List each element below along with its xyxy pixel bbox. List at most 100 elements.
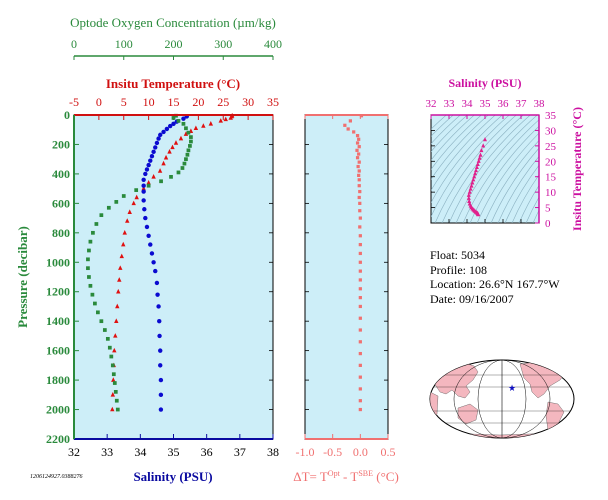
delta-t-point (358, 351, 362, 356)
ts-salinity-tick-label: 33 (444, 98, 456, 110)
isopycnal-line (431, 115, 510, 218)
temperature-point (167, 149, 172, 154)
temperature-point (163, 154, 169, 160)
temperature-tick-label: 35 (267, 95, 279, 109)
temperature-point (134, 194, 139, 200)
temperature-point (113, 333, 118, 338)
isopycnal-line (511, 174, 539, 223)
ts-point (476, 212, 481, 217)
isopycnal-line (525, 196, 539, 223)
temperature-tick-label: 15 (168, 95, 180, 109)
oxygen-point (102, 328, 107, 332)
temperature-point (121, 241, 126, 247)
oxygen-point (112, 381, 117, 385)
float-id: Float: 5034 (430, 248, 486, 262)
delta-t-axes: -1.0 -0.5 0.0 0.5 (296, 114, 396, 459)
delta-t-point (358, 287, 362, 291)
isopycnal-line (483, 139, 539, 223)
isopycnal-line (532, 209, 539, 223)
salinity-point (167, 123, 173, 129)
salinity-point (141, 183, 146, 188)
main-plot-area (73, 114, 274, 440)
map-meridian (453, 360, 551, 438)
temperature-point (114, 318, 119, 323)
float-location-marker: ★ (508, 384, 516, 394)
delta-t-point (358, 375, 362, 379)
oxygen-point (88, 239, 93, 244)
delta-t-point (358, 209, 362, 213)
delta-t-point (356, 164, 360, 169)
delta-t-tick-label: 0.0 (353, 445, 368, 459)
isopycnal-line (490, 147, 539, 223)
delta-t-tick-label: 0.5 (381, 445, 396, 459)
ts-data-marks (466, 137, 487, 217)
delta-t-point (355, 141, 360, 145)
pressure-tick-label: 200 (52, 137, 70, 151)
temperature-point (112, 347, 117, 353)
oxygen-point (189, 135, 193, 139)
ts-point (471, 177, 476, 182)
pressure-axis-title: Pressure (decibar) (15, 226, 30, 328)
salinity-tick-label: 37 (234, 445, 246, 459)
salinity-point (143, 171, 148, 177)
ts-salinity-tick-label: 36 (498, 98, 510, 110)
oxygen-point (88, 283, 93, 288)
delta-t-point (355, 148, 359, 152)
pressure-tick-label: 800 (52, 226, 70, 240)
ts-temperature-tick-label: 25 (545, 141, 557, 153)
ts-salinity-axis-title: Salinity (PSU) (448, 76, 521, 90)
delta-t-point (358, 260, 362, 264)
oxygen-point (96, 310, 100, 315)
ts-point (468, 186, 473, 191)
map-meridian (501, 360, 503, 438)
salinity-point (141, 177, 146, 182)
temperature-point (173, 140, 179, 145)
delta-t-point (358, 387, 362, 391)
pressure-tick-label: 400 (52, 167, 70, 181)
oxygen-tick-label: 0 (71, 37, 77, 51)
temperature-point (151, 174, 156, 179)
oxygen-point (184, 126, 188, 131)
temperature-point (223, 116, 228, 122)
temperature-point (208, 121, 214, 126)
delta-t-point (358, 296, 362, 300)
oxygen-point (182, 161, 187, 166)
oxygen-tick-label: 200 (165, 37, 183, 51)
delta-t-point (358, 269, 362, 273)
salinity-point (149, 251, 155, 256)
ts-point (479, 147, 484, 153)
ts-point (483, 137, 487, 142)
salinity-point (155, 292, 160, 297)
isopycnal-line (518, 184, 539, 223)
delta-t-point (357, 145, 361, 149)
delta-t-point (358, 363, 362, 367)
salinity-point (171, 121, 176, 127)
delta-t-data-marks (343, 114, 364, 412)
temperature-point (228, 115, 233, 120)
land-africa (430, 391, 439, 425)
ts-point (466, 195, 471, 200)
oxygen-point (87, 248, 91, 253)
salinity-point (156, 136, 161, 141)
isopycnal-line (431, 115, 475, 161)
oxygen-tick-label: 400 (264, 37, 282, 51)
oxygen-point (91, 230, 95, 235)
delta-t-point (358, 216, 362, 220)
delta-t-point (355, 156, 360, 160)
oxygen-point (134, 188, 139, 192)
temperature-point (119, 253, 124, 259)
isopycnal-line (476, 132, 539, 223)
salinity-point (151, 260, 156, 265)
oxygen-point (93, 301, 97, 306)
salinity-tick-label: 33 (101, 445, 113, 459)
delta-t-point (358, 189, 362, 194)
temperature-point (146, 179, 151, 185)
delta-t-point (358, 399, 362, 403)
float-location: Location: 26.6°N 167.7°W (430, 277, 560, 291)
oxygen-point (176, 170, 181, 175)
temperature-point (115, 303, 120, 309)
delta-t-point (348, 119, 352, 123)
salinity-point (143, 215, 148, 221)
temperature-point (110, 392, 116, 397)
oxygen-point (107, 345, 112, 350)
